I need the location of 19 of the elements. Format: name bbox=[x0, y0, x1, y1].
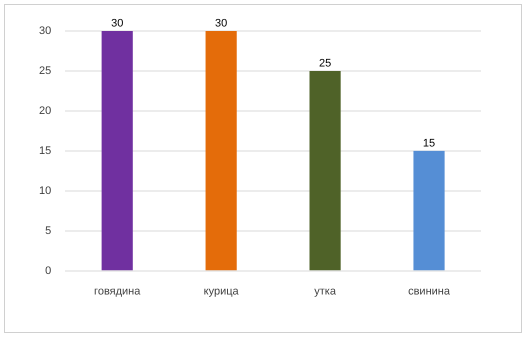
y-tick-label: 30 bbox=[38, 25, 52, 38]
bar bbox=[102, 31, 133, 270]
x-tick-label: свинина bbox=[408, 285, 451, 298]
y-tick-label: 10 bbox=[38, 184, 52, 197]
data-label: 30 bbox=[215, 18, 228, 30]
y-tick-label: 0 bbox=[45, 264, 52, 277]
data-label: 25 bbox=[318, 58, 332, 70]
y-tick-label: 5 bbox=[45, 224, 52, 237]
y-tick-label: 15 bbox=[38, 144, 52, 157]
bar bbox=[206, 31, 237, 270]
x-tick-label: курица bbox=[204, 285, 240, 298]
data-label: 30 bbox=[111, 18, 124, 30]
data-label: 15 bbox=[422, 137, 436, 150]
y-tick-label: 25 bbox=[38, 65, 52, 77]
y-tick-label: 20 bbox=[38, 104, 52, 117]
bar bbox=[413, 150, 445, 270]
x-tick-label: утка bbox=[314, 285, 337, 298]
bar bbox=[309, 70, 341, 270]
x-tick-label: говядина bbox=[94, 285, 142, 298]
